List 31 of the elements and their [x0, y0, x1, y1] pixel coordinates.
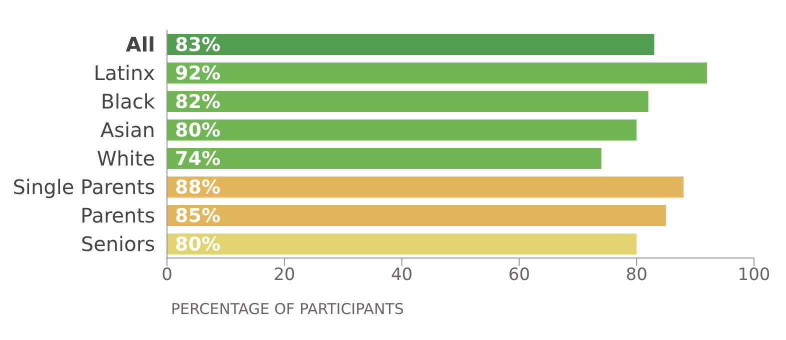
- data-label: 74%: [175, 148, 220, 170]
- data-label: 80%: [175, 120, 220, 142]
- bar: [167, 90, 648, 112]
- y-tick-label: Black: [100, 89, 156, 114]
- data-label: 83%: [175, 34, 220, 56]
- y-tick-label: Parents: [80, 203, 155, 228]
- bar: [167, 34, 654, 55]
- data-label: 85%: [175, 205, 220, 228]
- bar: [167, 233, 637, 254]
- x-tick-label: 40: [390, 265, 413, 286]
- bar: [167, 148, 602, 169]
- y-tick-label: Latinx: [94, 60, 156, 85]
- x-tick-label: 100: [738, 265, 770, 286]
- y-tick-label: Single Parents: [12, 174, 155, 199]
- bar: [167, 62, 708, 84]
- bar: [167, 204, 666, 226]
- data-label: 82%: [175, 91, 220, 114]
- x-tick-label: 0: [162, 265, 172, 286]
- data-label: 88%: [175, 176, 220, 199]
- y-tick-label: White: [96, 146, 155, 170]
- x-tick-label: 80: [626, 265, 648, 286]
- x-tick-label: 60: [508, 265, 530, 286]
- y-tick-label: All: [126, 32, 155, 56]
- y-tick-label: Asian: [100, 118, 155, 142]
- x-tick-label: 20: [274, 265, 296, 286]
- x-axis-title: PERCENTAGE OF PARTICIPANTS: [171, 300, 404, 318]
- data-label: 80%: [175, 234, 220, 256]
- bar: [167, 176, 684, 198]
- bar: [167, 119, 637, 140]
- y-tick-label: Seniors: [80, 232, 155, 256]
- data-label: 92%: [175, 62, 220, 85]
